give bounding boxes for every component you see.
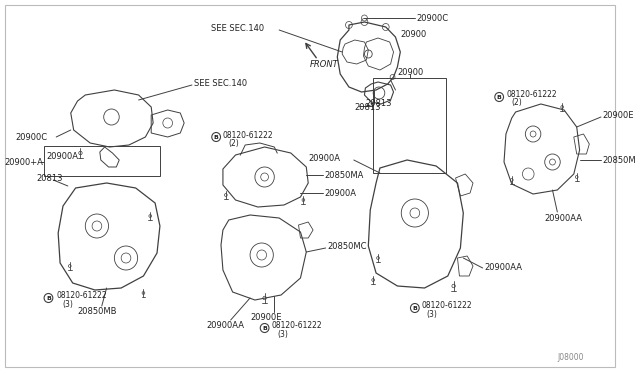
Text: 20813: 20813 (365, 99, 392, 108)
Text: 20900AA: 20900AA (484, 263, 523, 273)
Text: (2): (2) (512, 97, 522, 106)
Text: 20850MA: 20850MA (324, 170, 364, 180)
Text: 20813: 20813 (37, 173, 63, 183)
Text: (3): (3) (277, 330, 288, 339)
Text: 20900AA: 20900AA (545, 214, 583, 222)
Text: 20900A: 20900A (47, 151, 79, 160)
Text: (3): (3) (426, 310, 437, 318)
Text: B: B (214, 135, 219, 140)
Text: 20813: 20813 (355, 103, 381, 112)
Text: 08120-61222: 08120-61222 (422, 301, 472, 311)
Text: B: B (412, 305, 417, 311)
Text: 20850M: 20850M (603, 155, 637, 164)
Bar (44, 146, 160, 176)
Text: 20900C: 20900C (15, 132, 47, 141)
Text: (3): (3) (62, 299, 73, 308)
Text: FRONT: FRONT (310, 60, 339, 68)
Text: SEE SEC.140: SEE SEC.140 (211, 23, 264, 32)
Text: 20900E: 20900E (603, 110, 634, 119)
Text: (2): (2) (228, 138, 239, 148)
Text: B: B (262, 326, 267, 330)
Text: 08120-61222: 08120-61222 (56, 292, 107, 301)
Text: 20900: 20900 (400, 29, 426, 38)
Text: 08120-61222: 08120-61222 (507, 90, 557, 99)
Text: B: B (46, 295, 51, 301)
Bar (373, 78, 446, 173)
Text: 20900: 20900 (397, 67, 424, 77)
Text: B: B (497, 94, 502, 99)
Text: 20900A: 20900A (324, 189, 356, 198)
Text: 20900C: 20900C (417, 13, 449, 22)
Text: 20900A: 20900A (308, 154, 340, 163)
Text: 20900AA: 20900AA (207, 321, 244, 330)
Text: 08120-61222: 08120-61222 (271, 321, 322, 330)
Text: 20900E: 20900E (250, 312, 282, 321)
Text: 20850MC: 20850MC (328, 241, 367, 250)
Text: 20900+A: 20900+A (5, 157, 44, 167)
Text: 08120-61222: 08120-61222 (223, 131, 273, 140)
Text: J08000: J08000 (557, 353, 584, 362)
Text: SEE SEC.140: SEE SEC.140 (194, 78, 247, 87)
Text: 20850MB: 20850MB (77, 308, 117, 317)
